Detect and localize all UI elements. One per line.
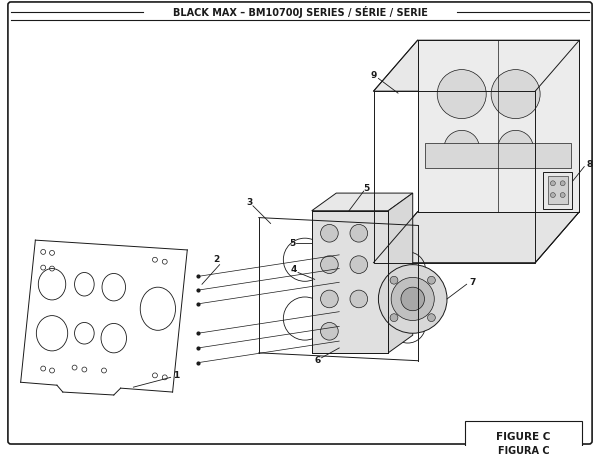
- Circle shape: [401, 287, 424, 311]
- Bar: [464, 421, 582, 455]
- Circle shape: [390, 314, 398, 322]
- Circle shape: [320, 256, 338, 273]
- Circle shape: [550, 192, 556, 197]
- Circle shape: [491, 70, 540, 119]
- Circle shape: [391, 278, 434, 320]
- Text: 6: 6: [314, 356, 321, 365]
- Bar: [418, 40, 580, 212]
- Circle shape: [350, 290, 368, 308]
- Polygon shape: [374, 212, 580, 263]
- Circle shape: [379, 265, 447, 333]
- Text: 9: 9: [370, 71, 377, 80]
- Circle shape: [350, 256, 368, 273]
- Text: 7: 7: [470, 278, 476, 287]
- Polygon shape: [312, 193, 413, 211]
- Polygon shape: [388, 193, 413, 353]
- Text: 5: 5: [289, 238, 295, 248]
- Text: 1: 1: [173, 371, 179, 380]
- Circle shape: [560, 192, 565, 197]
- Circle shape: [437, 70, 486, 119]
- Circle shape: [444, 131, 479, 166]
- Text: BLACK MAX – BM10700J SERIES / SÉRIE / SERIE: BLACK MAX – BM10700J SERIES / SÉRIE / SE…: [173, 6, 427, 18]
- Circle shape: [428, 314, 436, 322]
- Polygon shape: [535, 40, 580, 263]
- Circle shape: [350, 224, 368, 242]
- Text: 8: 8: [586, 160, 592, 169]
- Text: 4: 4: [291, 265, 298, 274]
- Circle shape: [390, 276, 398, 284]
- Circle shape: [550, 181, 556, 186]
- Circle shape: [320, 224, 338, 242]
- Circle shape: [320, 323, 338, 340]
- Circle shape: [320, 290, 338, 308]
- Circle shape: [560, 181, 565, 186]
- Polygon shape: [374, 40, 580, 91]
- Bar: [548, 177, 568, 204]
- Bar: [312, 211, 388, 353]
- Text: FIGURA C: FIGURA C: [497, 446, 549, 455]
- Circle shape: [428, 276, 436, 284]
- Text: 5: 5: [364, 184, 370, 192]
- Text: 3: 3: [246, 198, 252, 207]
- Text: 2: 2: [214, 255, 220, 264]
- Bar: [425, 143, 571, 167]
- Bar: [543, 172, 572, 209]
- Circle shape: [498, 131, 533, 166]
- Text: FIGURE C: FIGURE C: [496, 432, 551, 442]
